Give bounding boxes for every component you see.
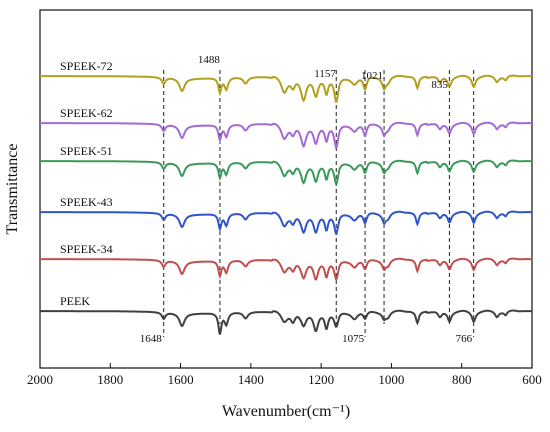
- spectrum-line-speek-51: [40, 159, 532, 185]
- x-tick-label: 1400: [238, 372, 264, 387]
- series-labels: PEEK SPEEK-34 SPEEK-43 SPEEK-51 SPEEK-62 SPEE…: [60, 59, 113, 308]
- x-tick-label: 1200: [308, 372, 334, 387]
- x-tick-label: 1000: [378, 372, 404, 387]
- x-tick-label: 2000: [27, 372, 53, 387]
- x-tick-label: 600: [522, 372, 542, 387]
- peak-label-835: 835: [431, 79, 448, 91]
- peak-label-1021: 1021: [361, 70, 383, 82]
- spectrum-line-speek-43: [40, 210, 532, 235]
- series-label-peek: PEEK: [60, 294, 90, 308]
- x-tick-label: 1800: [97, 372, 123, 387]
- spectrum-line-speek-34: [40, 257, 532, 281]
- y-axis-title: Transmittance: [4, 144, 21, 235]
- series-label-speek-51: SPEEK-51: [60, 144, 113, 158]
- x-tick-labels: 2000 1800 1600 1400 1200 1000 800 600: [27, 372, 542, 387]
- series-label-speek-43: SPEEK-43: [60, 195, 113, 209]
- peak-label-1488: 1488: [198, 54, 221, 66]
- plot-frame: [39, 9, 533, 369]
- series-label-speek-62: SPEEK-62: [60, 106, 113, 120]
- x-tick-marks: [39, 363, 533, 368]
- spectrum-line-speek-62: [40, 121, 532, 149]
- x-tick-label: 1600: [168, 372, 194, 387]
- peak-label-1157: 1157: [314, 68, 336, 80]
- x-axis-title: Wavenumber(cm⁻¹): [222, 403, 350, 420]
- spectrum-line-peek: [40, 309, 532, 335]
- peak-label-1648: 1648: [140, 333, 163, 345]
- peak-label-1075: 1075: [342, 333, 365, 345]
- spectra: [40, 74, 532, 335]
- peak-marker-lines: [163, 70, 475, 337]
- series-label-speek-34: SPEEK-34: [60, 242, 113, 256]
- series-label-speek-72: SPEEK-72: [60, 59, 113, 73]
- peak-label-766: 766: [456, 333, 473, 345]
- peak-labels: 1648 1488 1157 1075 1021 835 766: [140, 54, 473, 345]
- x-tick-label: 800: [452, 372, 472, 387]
- spectrum-line-speek-72: [40, 74, 532, 103]
